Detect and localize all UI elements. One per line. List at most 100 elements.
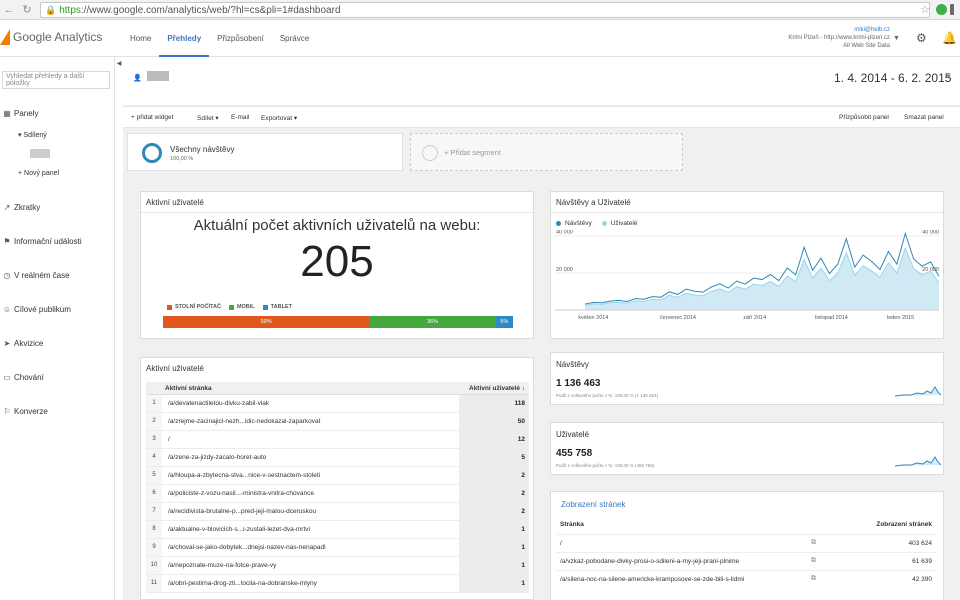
legend-mobile: MOBIL bbox=[228, 304, 255, 310]
page-link[interactable]: /a/zrejme-zacinajici-nezh...idic-nedokaz… bbox=[168, 418, 321, 425]
table-row[interactable]: / ⧉ 403 624 bbox=[556, 534, 936, 552]
row-number: 5 bbox=[146, 467, 162, 484]
row-number: 7 bbox=[146, 503, 162, 520]
export-button[interactable]: Exportovat ▾ bbox=[261, 115, 298, 122]
share-button[interactable]: Sdílet ▾ bbox=[197, 115, 219, 122]
grid-icon: ▦ bbox=[3, 108, 11, 118]
account-selector[interactable]: miki@helb.cz Krimi Plzeň - http://www.kr… bbox=[760, 26, 890, 50]
sidebar-item-audience[interactable]: ☺ Cílové publikum bbox=[0, 302, 115, 316]
tab-reports[interactable]: Přehledy bbox=[159, 21, 210, 57]
add-widget-button[interactable]: + přidat widget bbox=[131, 114, 174, 121]
address-bar[interactable]: 🔒 https ://www.google.com/analytics/web/… bbox=[40, 2, 930, 18]
x-tick-label: listopad 2014 bbox=[815, 315, 848, 321]
active-pages-widget: Aktivní uživatelé Aktivní stránka Aktivn… bbox=[140, 357, 534, 600]
widget-title: Návštěvy a Uživatelé bbox=[556, 198, 631, 207]
metric-subtext: Podíl z celkového počtu v %: 100,00 % (4… bbox=[556, 463, 655, 468]
page-link[interactable]: / bbox=[168, 436, 170, 443]
legend-visits: Návštěvy bbox=[556, 220, 592, 227]
reload-icon[interactable]: ↻ bbox=[22, 4, 32, 16]
gear-icon[interactable]: ⚙ bbox=[916, 31, 927, 45]
sidebar-item-shortcuts[interactable]: ↗ Zkratky bbox=[0, 200, 115, 214]
shared-dashboard-item[interactable] bbox=[30, 149, 50, 158]
page-link[interactable]: /a/policiste-z-vozu-nasil...-ministra-vn… bbox=[168, 490, 314, 497]
customize-dashboard-button[interactable]: Přizpůsobit panel bbox=[839, 114, 889, 121]
page-link[interactable]: /a/devatenactiletou-divku-zabil-vlak bbox=[168, 400, 270, 407]
users-metric-widget: Uživatelé 455 758 Podíl z celkového počt… bbox=[550, 422, 944, 475]
chevron-down-icon[interactable]: ▼ bbox=[893, 35, 900, 42]
table-row[interactable]: 11/a/obri-pestirna-drog-zti...tocila-na-… bbox=[146, 575, 529, 593]
page-link[interactable]: /a/aktualne-v-blovicich-s...i-zustali-le… bbox=[168, 526, 310, 533]
bookmark-star-icon[interactable]: ☆ bbox=[920, 4, 930, 16]
table-row[interactable]: 1/a/devatenactiletou-divku-zabil-vlak 118 bbox=[146, 395, 529, 413]
table-row[interactable]: /a/vzkaz-pobodane-divky-prosi-o-sdileni-… bbox=[556, 552, 936, 570]
table-row[interactable]: 8/a/aktualne-v-blovicich-s...i-zustali-l… bbox=[146, 521, 529, 539]
legend-label: TABLET bbox=[270, 304, 292, 310]
open-link-icon[interactable]: ⧉ bbox=[811, 575, 816, 582]
series-line-visits[interactable] bbox=[584, 231, 940, 305]
sidebar-item-dashboards[interactable]: ▦ Panely bbox=[0, 106, 115, 120]
tab-home[interactable]: Home bbox=[130, 33, 152, 43]
series-line-users[interactable] bbox=[584, 246, 940, 306]
segment-circle-icon bbox=[142, 143, 162, 163]
report-search-input[interactable]: Vyhledat přehledy a další položky bbox=[2, 71, 110, 89]
open-link-icon[interactable]: ⧉ bbox=[811, 557, 816, 564]
divider bbox=[141, 212, 533, 213]
page-link[interactable]: /a/silena-noc-na-silene-americke-krampus… bbox=[560, 576, 745, 583]
legend-users: Uživatelé bbox=[601, 220, 637, 227]
visits-sparkline bbox=[895, 386, 941, 397]
email-button[interactable]: E-mail bbox=[231, 114, 250, 121]
page-link[interactable]: /a/zene-za-jizdy-zacalo-horet-auto bbox=[168, 454, 267, 461]
table-row[interactable]: 5/a/hloupa-a-zbytecna-stva...nice-v-sest… bbox=[146, 467, 529, 485]
add-segment-circle-icon bbox=[422, 145, 438, 161]
table-row[interactable]: 9/a/choval-se-jako-dobytek...dnejsi-naze… bbox=[146, 539, 529, 557]
ga-logo[interactable]: Google Analytics bbox=[0, 29, 102, 45]
add-segment-button[interactable]: + Přidat segment bbox=[410, 133, 683, 171]
table-row[interactable]: 6/a/policiste-z-vozu-nasil...-ministra-v… bbox=[146, 485, 529, 503]
sidebar-item-intelligence-events[interactable]: ⚑ Informační události bbox=[0, 234, 115, 248]
sidebar-item-behavior[interactable]: ▭ Chování bbox=[0, 370, 115, 384]
column-header-active-users[interactable]: Aktivní uživatelé ↓ bbox=[469, 385, 525, 392]
back-icon[interactable]: ← bbox=[3, 3, 15, 16]
page-link[interactable]: /a/obri-pestirna-drog-zti...tocila-na-do… bbox=[168, 580, 317, 587]
people-icon: ☺ bbox=[2, 304, 12, 314]
collapse-sidebar-icon[interactable]: ◀ bbox=[116, 61, 122, 67]
tab-admin[interactable]: Správce bbox=[279, 33, 310, 43]
table-row[interactable]: 10/a/nepoznate-muze-na-fotce-prave-vy 1 bbox=[146, 557, 529, 575]
user-icon: 👤 bbox=[133, 75, 142, 82]
bell-icon[interactable]: 🔔 bbox=[942, 31, 957, 45]
delete-dashboard-button[interactable]: Smazat panel bbox=[904, 114, 944, 121]
open-link-icon[interactable]: ⧉ bbox=[811, 539, 816, 546]
device-legend: STOLNÍ POČÍTAČ MOBIL TABLET bbox=[167, 304, 300, 310]
table-row[interactable]: 4/a/zene-za-jizdy-zacalo-horet-auto 5 bbox=[146, 449, 529, 467]
page-link[interactable]: /a/choval-se-jako-dobytek...dnejsi-nazev… bbox=[168, 544, 326, 551]
tab-customization[interactable]: Přizpůsobení bbox=[217, 33, 264, 43]
dashboard-name-redacted bbox=[147, 71, 169, 81]
sidebar-item-label: Zkratky bbox=[14, 202, 41, 212]
sidebar-item-realtime[interactable]: ◷ V reálném čase bbox=[0, 268, 115, 282]
table-row[interactable]: /a/silena-noc-na-silene-americke-krampus… bbox=[556, 570, 936, 588]
sidebar-item-shared[interactable]: ▾ Sdílený bbox=[18, 132, 47, 139]
page-link[interactable]: /a/recidivista-brutalne-p...pred-jeji-ma… bbox=[168, 508, 317, 515]
table-row[interactable]: 2/a/zrejme-zacinajici-nezh...idic-nedoka… bbox=[146, 413, 529, 431]
column-header-page[interactable]: Aktivní stránka bbox=[165, 385, 212, 392]
dashboard-toolbar: + přidat widget Sdílet ▾ E-mail Exportov… bbox=[123, 106, 960, 128]
page-link[interactable]: / bbox=[560, 540, 562, 547]
table-row[interactable]: 7/a/recidivista-brutalne-p...pred-jeji-m… bbox=[146, 503, 529, 521]
date-range-picker[interactable]: 1. 4. 2014 - 6. 2. 2015 bbox=[834, 71, 952, 85]
widget-title-link[interactable]: Zobrazení stránek bbox=[561, 500, 626, 509]
sidebar-item-conversions[interactable]: ⚐ Konverze bbox=[0, 404, 115, 418]
extension-icon[interactable] bbox=[936, 4, 947, 15]
page-link[interactable]: /a/nepoznate-muze-na-fotce-prave-vy bbox=[168, 562, 277, 569]
legend-label: Návštěvy bbox=[565, 220, 592, 227]
chevron-down-icon[interactable]: ▼ bbox=[945, 74, 952, 81]
metric-value: 1 136 463 bbox=[556, 378, 601, 389]
page-link[interactable]: /a/hloupa-a-zbytecna-stva...nice-v-sestn… bbox=[168, 472, 321, 479]
line-chart: 40 000 40 000 20 000 20 000 květen 2014 červe… bbox=[555, 230, 940, 321]
menu-icon[interactable] bbox=[950, 4, 954, 15]
new-dashboard-link[interactable]: + Nový panel bbox=[18, 170, 60, 177]
sidebar-item-acquisition[interactable]: ➤ Akvizice bbox=[0, 336, 115, 350]
table-row[interactable]: 3 / 12 bbox=[146, 431, 529, 449]
page-link[interactable]: /a/vzkaz-pobodane-divky-prosi-o-sdileni-… bbox=[560, 558, 740, 565]
sparkline-line bbox=[895, 386, 941, 397]
segment-all-visits[interactable]: Všechny návštěvy 100,00 % bbox=[127, 133, 403, 171]
